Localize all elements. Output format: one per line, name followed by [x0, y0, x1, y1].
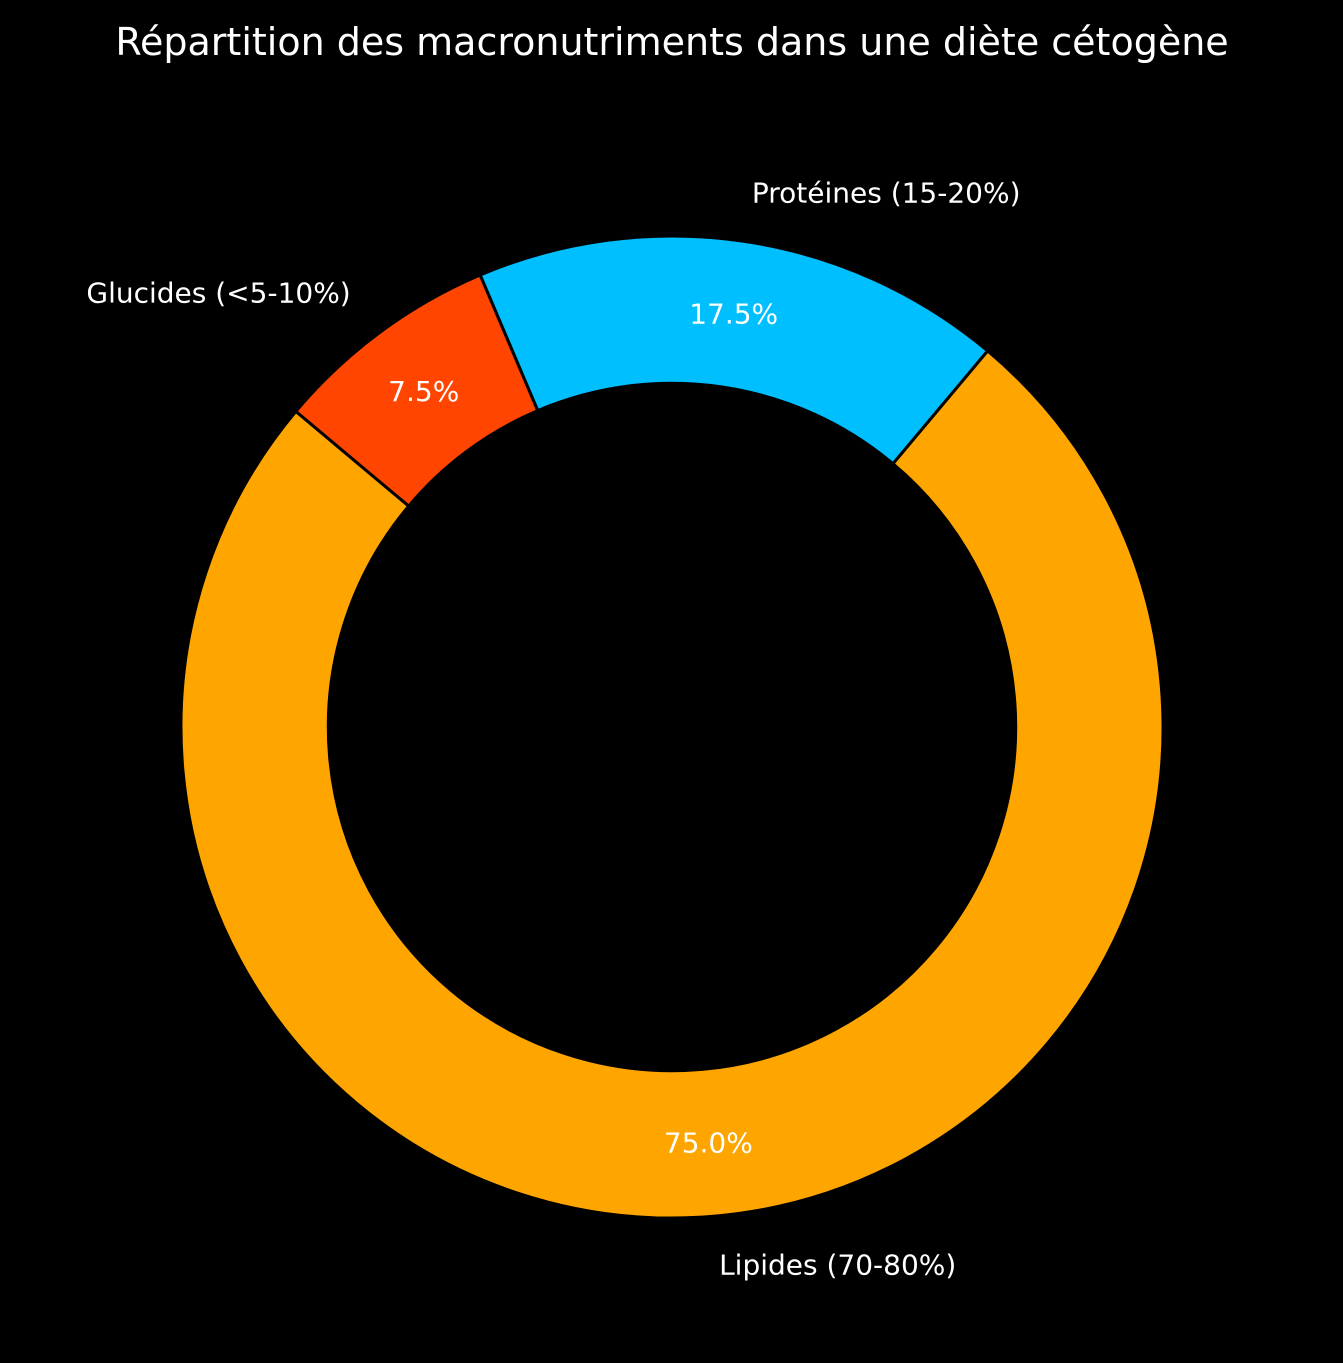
slice-label: Protéines (15-20%)	[752, 176, 1021, 209]
slice-label: Glucides (<5-10%)	[86, 276, 350, 309]
slice-label: Lipides (70-80%)	[719, 1249, 956, 1282]
slice-1	[478, 234, 990, 466]
slice-0	[179, 348, 1165, 1220]
slice-pct-label: 75.0%	[664, 1126, 753, 1159]
slice-pct-label: 17.5%	[689, 298, 778, 331]
slice-2	[293, 273, 540, 509]
slice-pct-label: 7.5%	[388, 375, 459, 408]
chart-title: Répartition des macronutriments dans une…	[115, 20, 1228, 64]
